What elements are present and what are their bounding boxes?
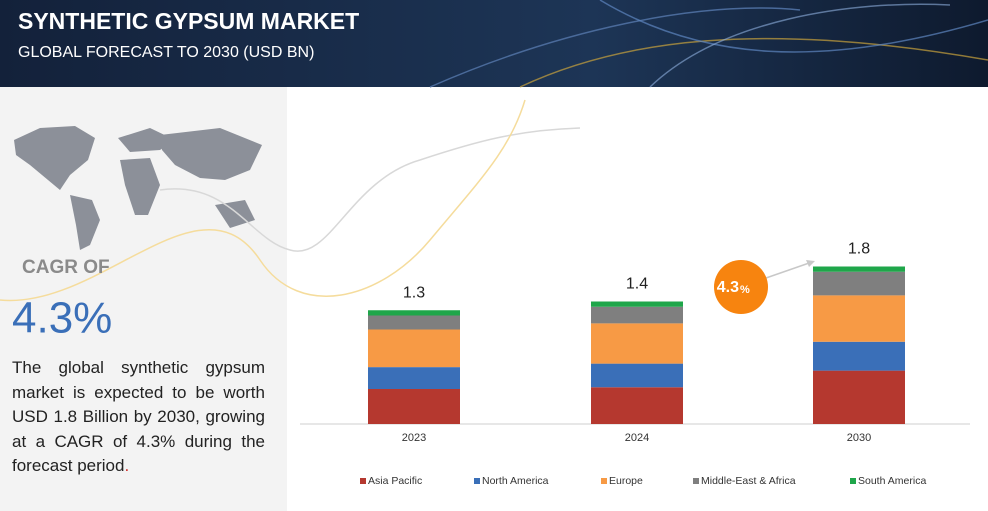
title: SYNTHETIC GYPSUM MARKET: [18, 8, 359, 34]
legend-label: North America: [482, 475, 549, 487]
legend-swatch: [601, 478, 607, 484]
bar-segment: [591, 363, 683, 388]
bar-segment: [368, 389, 460, 424]
bar-segment: [813, 370, 905, 424]
decor-curve: [159, 127, 581, 252]
x-tick-label: 2030: [847, 432, 871, 444]
summary: The global synthetic gypsum market is ex…: [12, 356, 265, 479]
bar-segment: [368, 329, 460, 368]
legend-label: South America: [858, 475, 926, 487]
summary-text: The global synthetic gypsum market is ex…: [12, 358, 265, 475]
bar-segment: [813, 266, 905, 272]
x-tick-label: 2024: [625, 432, 649, 444]
legend-label: Europe: [609, 475, 643, 487]
header-bg: [0, 0, 988, 87]
total-label: 1.8: [848, 241, 870, 258]
bubble-value: 4.3: [717, 279, 739, 296]
total-label: 1.3: [403, 284, 425, 301]
bar-segment: [591, 323, 683, 364]
legend-swatch: [693, 478, 699, 484]
legend-swatch: [850, 478, 856, 484]
bar-segment: [591, 387, 683, 424]
bubble-circle: [714, 260, 768, 314]
cagr-bubble: 4.3 %: [714, 260, 815, 314]
bar-segment: [813, 271, 905, 296]
cagr-value: 4.3%: [12, 294, 112, 343]
header-decor: [429, 0, 988, 88]
legend-label: Asia Pacific: [368, 475, 422, 487]
bar-segment: [591, 306, 683, 324]
decor-curve: [0, 99, 526, 302]
bar-segment: [813, 295, 905, 342]
summary-end: .: [124, 456, 130, 475]
world-map: [14, 126, 262, 250]
bubble-unit: %: [740, 284, 750, 296]
arrow-head: [806, 260, 815, 267]
bar-segment: [368, 367, 460, 389]
bar-segment: [813, 341, 905, 371]
legend-swatch: [360, 478, 366, 484]
bar-segment: [368, 310, 460, 316]
bar-segment: [591, 301, 683, 307]
legend-swatch: [474, 478, 480, 484]
x-tick-label: 2023: [402, 432, 426, 444]
subtitle: GLOBAL FORECAST TO 2030 (USD BN): [18, 44, 314, 61]
legend-label: Middle-East & Africa: [701, 475, 796, 487]
total-label: 1.4: [626, 276, 648, 293]
trend-arrow: [765, 261, 813, 279]
bar-segment: [368, 315, 460, 330]
cagr-label: CAGR OF: [22, 257, 110, 278]
